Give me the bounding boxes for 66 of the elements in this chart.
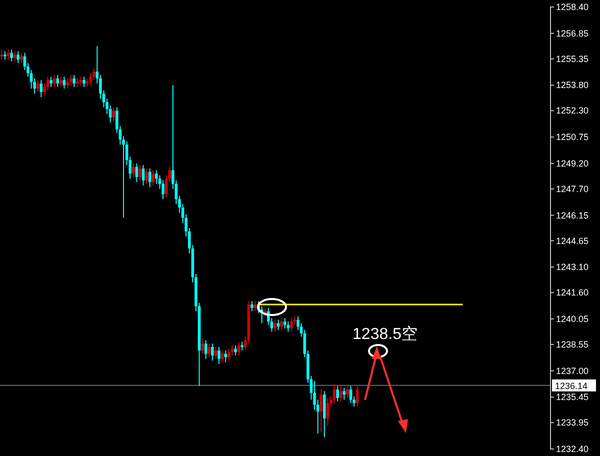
candlestick: [132, 162, 135, 178]
candlestick: [346, 384, 349, 398]
candlestick: [320, 389, 323, 432]
candlestick: [152, 170, 155, 186]
candlestick: [36, 80, 40, 92]
candlestick: [250, 300, 254, 312]
y-tick-label: 1258.40: [556, 2, 589, 12]
candlestick: [339, 386, 342, 402]
candlestick: [342, 387, 346, 400]
y-tick-label: 1250.75: [556, 132, 589, 142]
candlestick: [211, 343, 214, 362]
candlestick: [66, 78, 69, 90]
candlestick: [142, 164, 145, 186]
y-tick-label: 1240.05: [556, 314, 589, 324]
y-tick-label: 1247.70: [556, 184, 589, 194]
y-tick-label: 1256.85: [556, 28, 589, 38]
candlestick: [112, 106, 116, 122]
candlestick: [326, 398, 330, 426]
candlestick: [208, 343, 211, 358]
candlestick: [201, 338, 204, 354]
y-tick-label: 1252.30: [556, 106, 589, 116]
candlestick: [280, 318, 283, 330]
y-tick-label: 1233.95: [556, 418, 589, 428]
candlestick: [218, 346, 220, 364]
candlestick: [72, 74, 76, 88]
candlestick: [69, 74, 72, 86]
candlestick: [283, 318, 286, 329]
candlestick: [16, 50, 20, 64]
candlestick: [13, 50, 16, 62]
candlestick: [10, 49, 13, 62]
y-tick-label: 1238.55: [556, 339, 589, 350]
candlestick: [56, 74, 60, 88]
candlestick: [336, 386, 339, 402]
y-tick-label: 1243.10: [556, 262, 589, 272]
candlestick: [20, 52, 23, 64]
candlestick: [6, 49, 10, 60]
candlestick: [138, 164, 142, 181]
y-tick-label: 1249.20: [556, 158, 589, 168]
candlestick: [254, 300, 257, 312]
candlestick: [286, 321, 290, 332]
candlestick: [50, 76, 52, 88]
candlestick: [290, 318, 293, 332]
candlestick: [274, 319, 276, 332]
candlestick: [145, 168, 148, 184]
y-tick-label: 1232.40: [556, 444, 589, 454]
candlestick: [204, 340, 208, 360]
y-tick-label: 1255.35: [556, 54, 589, 64]
candlestick: [0, 49, 4, 60]
candlestick: [82, 76, 86, 88]
candlestick: [227, 348, 230, 362]
y-tick-label: 1244.65: [556, 236, 589, 246]
candlestick: [162, 180, 164, 200]
candlestick: [60, 76, 62, 88]
y-tick-label: 1246.15: [556, 210, 589, 220]
y-tick-label: 1253.80: [556, 80, 589, 90]
candlestick: [276, 319, 280, 330]
candlestick: [148, 168, 152, 188]
candlestick: [224, 350, 227, 363]
y-tick-label: 1237.00: [556, 366, 589, 376]
y-tick-label: 1235.45: [556, 392, 589, 402]
y-tick-label: 1241.60: [556, 288, 589, 298]
candlestick: [323, 390, 326, 438]
candlestick: [234, 344, 237, 356]
candlestick: [92, 68, 96, 81]
ref-line-label: 1236.14: [555, 380, 588, 391]
annotation: 1238.5空: [352, 325, 418, 343]
